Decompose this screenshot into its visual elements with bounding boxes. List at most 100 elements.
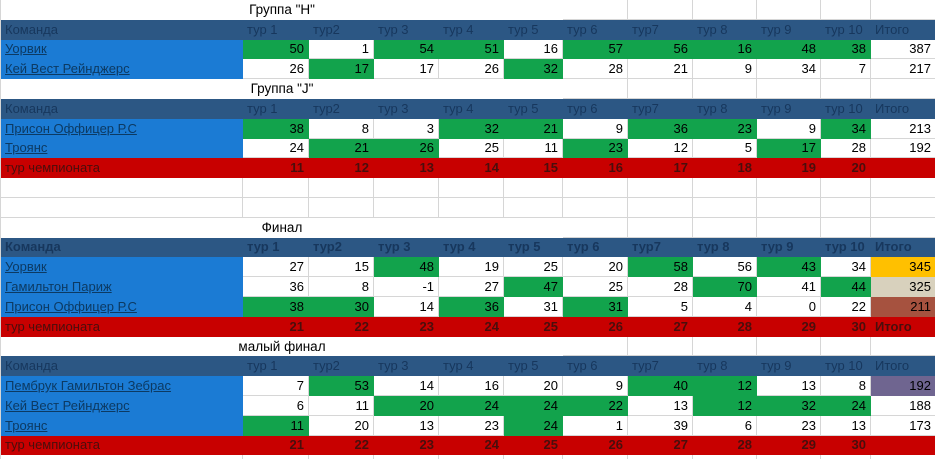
score-cell[interactable]: 9: [757, 118, 821, 139]
column-header-round[interactable]: тур 3: [374, 356, 439, 377]
score-cell[interactable]: 21: [504, 118, 563, 139]
empty-cell[interactable]: [757, 217, 821, 238]
score-cell[interactable]: 12: [693, 395, 757, 416]
empty-cell[interactable]: [821, 197, 871, 218]
score-cell[interactable]: 48: [757, 39, 821, 60]
total-cell[interactable]: 188: [871, 395, 935, 416]
empty-cell[interactable]: [871, 217, 935, 238]
score-cell[interactable]: 40: [628, 376, 693, 396]
score-cell[interactable]: 26: [243, 59, 309, 80]
total-cell[interactable]: 213: [871, 118, 935, 139]
total-cell[interactable]: 173: [871, 415, 935, 436]
team-link[interactable]: Гамильтон Париж: [1, 277, 243, 297]
round-number-cell[interactable]: 26: [563, 316, 628, 337]
column-header-round[interactable]: тур 5: [504, 237, 563, 258]
score-cell[interactable]: 53: [309, 376, 374, 396]
column-header-round[interactable]: тур 5: [504, 19, 563, 40]
team-link[interactable]: Уорвик: [1, 39, 243, 60]
score-cell[interactable]: -1: [374, 277, 439, 297]
column-header-round[interactable]: тур2: [309, 98, 374, 119]
column-header-round[interactable]: тур 10: [821, 19, 871, 40]
score-cell[interactable]: 13: [821, 415, 871, 436]
empty-cell[interactable]: [563, 79, 628, 99]
team-link[interactable]: Троянс: [1, 415, 243, 436]
round-number-cell[interactable]: 17: [628, 158, 693, 179]
empty-cell[interactable]: [309, 455, 374, 459]
empty-cell[interactable]: [1, 455, 243, 459]
team-link[interactable]: Присон Оффицер Р.С: [1, 118, 243, 139]
score-cell[interactable]: 36: [243, 277, 309, 297]
round-number-cell[interactable]: 14: [439, 158, 504, 179]
empty-cell[interactable]: [243, 197, 309, 218]
column-header-round[interactable]: тур 1: [243, 356, 309, 377]
round-number-cell[interactable]: 30: [821, 316, 871, 337]
empty-cell[interactable]: [757, 336, 821, 357]
score-cell[interactable]: 13: [628, 395, 693, 416]
empty-cell[interactable]: [563, 197, 628, 218]
column-header-round[interactable]: тур 4: [439, 356, 504, 377]
round-number-cell[interactable]: 22: [309, 316, 374, 337]
round-number-cell[interactable]: 27: [628, 435, 693, 456]
round-number-cell[interactable]: 20: [821, 158, 871, 179]
score-cell[interactable]: 36: [628, 118, 693, 139]
score-cell[interactable]: 5: [693, 138, 757, 159]
column-header-team[interactable]: Команда: [1, 237, 243, 258]
empty-cell[interactable]: [504, 455, 563, 459]
score-cell[interactable]: 54: [374, 39, 439, 60]
empty-cell[interactable]: [439, 197, 504, 218]
score-cell[interactable]: 51: [439, 39, 504, 60]
score-cell[interactable]: 16: [439, 376, 504, 396]
score-cell[interactable]: 47: [504, 277, 563, 297]
empty-cell[interactable]: [821, 0, 871, 20]
footer-total-cell[interactable]: [871, 435, 935, 456]
empty-cell[interactable]: [628, 336, 693, 357]
column-header-round[interactable]: тур 9: [757, 98, 821, 119]
round-number-cell[interactable]: 25: [504, 435, 563, 456]
column-header-total[interactable]: Итого: [871, 237, 935, 258]
column-header-round[interactable]: тур7: [628, 98, 693, 119]
empty-cell[interactable]: [693, 217, 757, 238]
score-cell[interactable]: 17: [309, 59, 374, 80]
column-header-round[interactable]: тур 3: [374, 237, 439, 258]
score-cell[interactable]: 8: [309, 277, 374, 297]
score-cell[interactable]: 27: [243, 257, 309, 278]
score-cell[interactable]: 23: [693, 118, 757, 139]
column-header-round[interactable]: тур 1: [243, 98, 309, 119]
empty-cell[interactable]: [871, 336, 935, 357]
empty-cell[interactable]: [374, 197, 439, 218]
round-number-cell[interactable]: 29: [757, 435, 821, 456]
column-header-round[interactable]: тур2: [309, 237, 374, 258]
score-cell[interactable]: 44: [821, 277, 871, 297]
empty-cell[interactable]: [563, 217, 628, 238]
score-cell[interactable]: 23: [439, 415, 504, 436]
empty-cell[interactable]: [374, 455, 439, 459]
round-number-cell[interactable]: 16: [563, 158, 628, 179]
score-cell[interactable]: 6: [243, 395, 309, 416]
column-header-round[interactable]: тур 4: [439, 237, 504, 258]
score-cell[interactable]: 24: [821, 395, 871, 416]
round-number-cell[interactable]: 21: [243, 316, 309, 337]
score-cell[interactable]: 32: [439, 118, 504, 139]
empty-cell[interactable]: [871, 197, 935, 218]
score-cell[interactable]: 7: [821, 59, 871, 80]
section-title[interactable]: Группа "J": [1, 79, 563, 99]
round-number-cell[interactable]: 24: [439, 435, 504, 456]
empty-cell[interactable]: [628, 197, 693, 218]
round-number-cell[interactable]: 27: [628, 316, 693, 337]
score-cell[interactable]: 1: [563, 415, 628, 436]
total-cell[interactable]: 211: [871, 296, 935, 317]
score-cell[interactable]: 26: [374, 138, 439, 159]
empty-cell[interactable]: [439, 455, 504, 459]
score-cell[interactable]: 4: [693, 296, 757, 317]
round-number-cell[interactable]: 22: [309, 435, 374, 456]
round-number-cell[interactable]: 23: [374, 316, 439, 337]
score-cell[interactable]: 28: [821, 138, 871, 159]
empty-cell[interactable]: [628, 455, 693, 459]
footer-total-cell[interactable]: [871, 158, 935, 179]
round-number-cell[interactable]: 19: [757, 158, 821, 179]
empty-cell[interactable]: [821, 217, 871, 238]
column-header-round[interactable]: тур 9: [757, 237, 821, 258]
column-header-round[interactable]: тур 10: [821, 98, 871, 119]
score-cell[interactable]: 13: [757, 376, 821, 396]
empty-cell[interactable]: [628, 79, 693, 99]
